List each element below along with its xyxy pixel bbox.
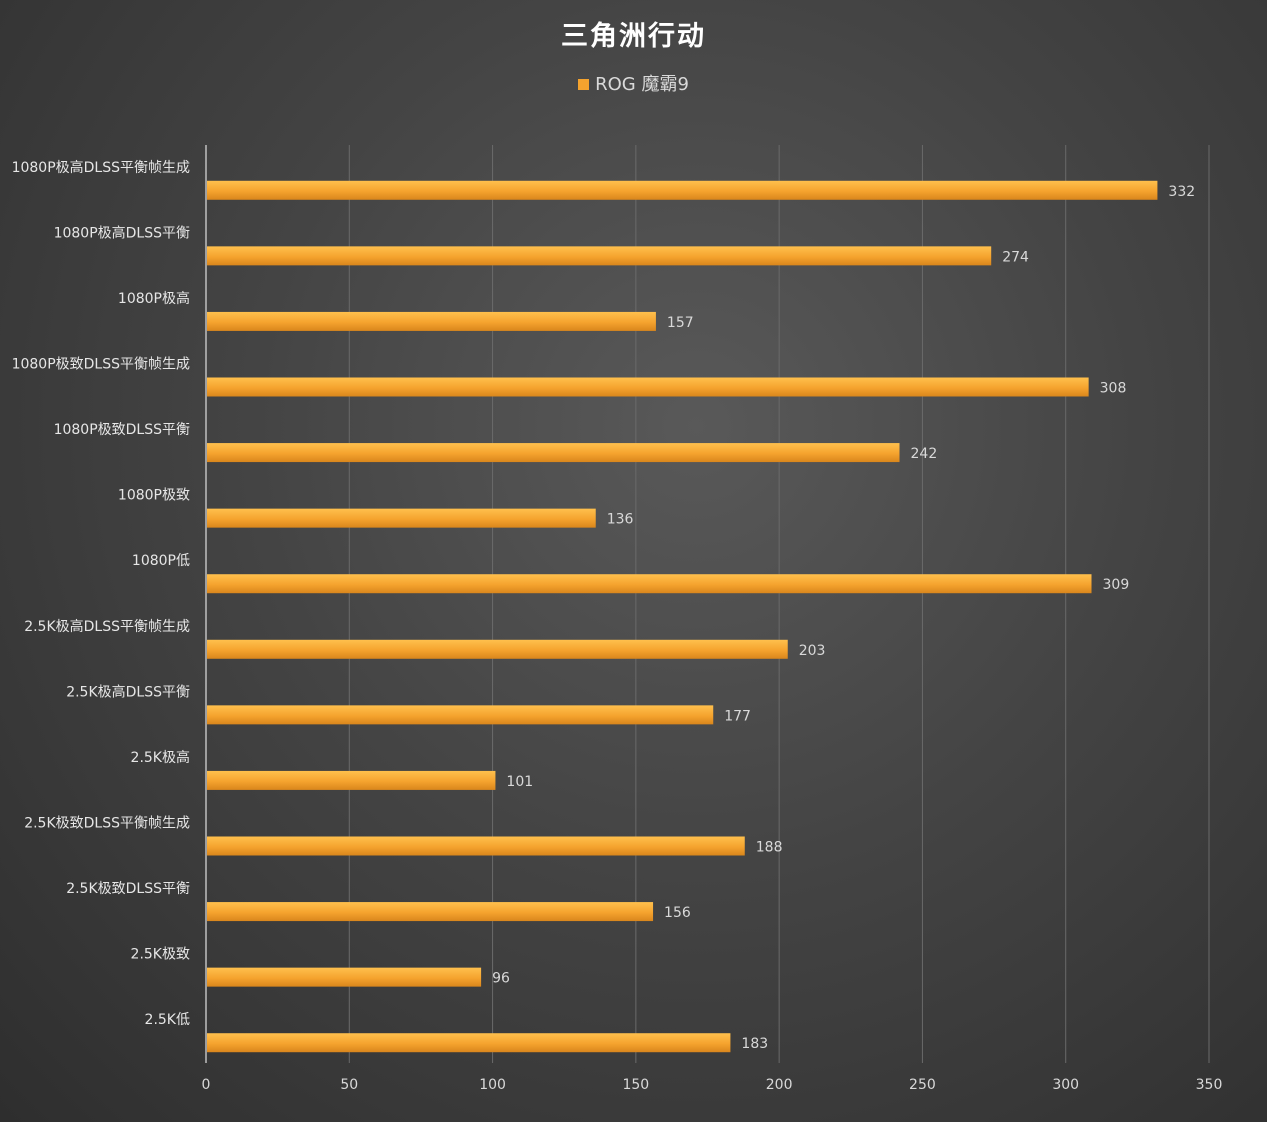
category-label: 1080P极高DLSS平衡帧生成 xyxy=(12,159,190,176)
chart-title: 三角洲行动 xyxy=(561,21,706,52)
data-label: 308 xyxy=(1100,381,1127,397)
category-label: 2.5K极高DLSS平衡 xyxy=(66,683,190,700)
bar xyxy=(207,377,1089,397)
bar xyxy=(207,1033,731,1053)
bar xyxy=(207,770,496,790)
category-label: 2.5K极高DLSS平衡帧生成 xyxy=(24,618,190,635)
data-label: 274 xyxy=(1002,249,1029,265)
data-label: 332 xyxy=(1168,184,1195,200)
category-label: 2.5K极致DLSS平衡 xyxy=(66,881,190,897)
category-label: 1080P极高DLSS平衡 xyxy=(54,224,190,241)
x-tick-label: 150 xyxy=(622,1077,649,1093)
bar xyxy=(207,574,1092,594)
category-label: 1080P极致DLSS平衡帧生成 xyxy=(12,357,190,373)
legend: ROG 魔霸9 xyxy=(0,70,1267,96)
category-label: 1080P极致DLSS平衡 xyxy=(54,422,190,438)
data-label: 136 xyxy=(607,512,634,528)
bar xyxy=(207,902,654,922)
legend-label: ROG 魔霸9 xyxy=(595,74,689,95)
bar xyxy=(207,836,745,856)
x-tick-label: 50 xyxy=(340,1077,358,1093)
bar xyxy=(207,967,482,987)
category-label: 2.5K极高 xyxy=(131,749,190,766)
category-label: 2.5K极致DLSS平衡帧生成 xyxy=(24,816,190,832)
x-tick-label: 100 xyxy=(479,1077,506,1093)
x-tick-label: 250 xyxy=(909,1077,936,1093)
data-label: 183 xyxy=(741,1036,768,1052)
data-label: 242 xyxy=(911,446,938,462)
category-label: 2.5K低 xyxy=(145,1012,190,1028)
bar xyxy=(207,508,596,528)
legend-swatch xyxy=(578,79,590,90)
category-label: 1080P极致 xyxy=(118,488,190,504)
category-label: 1080P极高 xyxy=(118,290,190,307)
bar xyxy=(207,311,656,331)
data-label: 101 xyxy=(506,774,533,790)
category-label: 1080P低 xyxy=(132,553,190,569)
data-label: 156 xyxy=(664,905,691,921)
bar xyxy=(207,705,714,725)
data-label: 203 xyxy=(799,643,826,659)
data-label: 157 xyxy=(667,315,694,331)
data-label: 309 xyxy=(1103,577,1130,593)
bar xyxy=(207,246,992,266)
bar xyxy=(207,180,1158,200)
bar xyxy=(207,639,788,659)
data-label: 177 xyxy=(724,708,751,724)
x-tick-label: 350 xyxy=(1196,1077,1223,1093)
category-label: 2.5K极致 xyxy=(131,947,190,963)
x-tick-label: 200 xyxy=(766,1077,793,1093)
bar xyxy=(207,443,900,463)
x-tick-label: 0 xyxy=(202,1077,211,1093)
x-tick-label: 300 xyxy=(1052,1077,1079,1093)
data-label: 96 xyxy=(492,971,510,987)
data-label: 188 xyxy=(756,840,783,856)
